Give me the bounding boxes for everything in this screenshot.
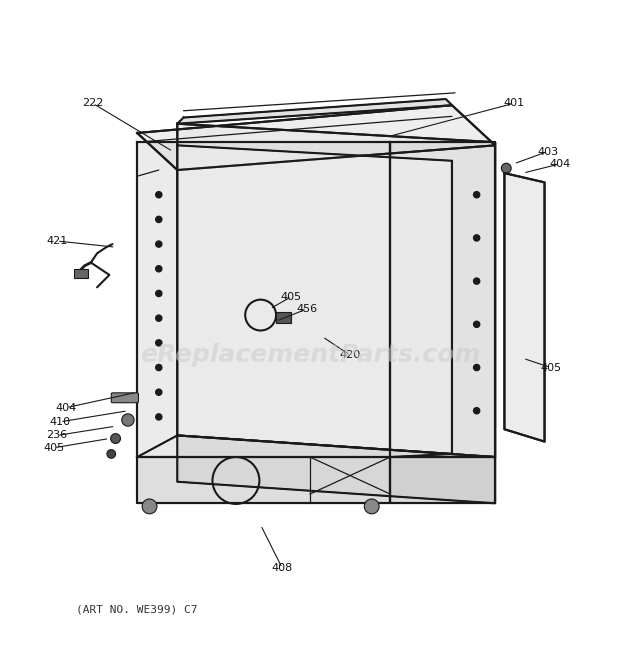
Circle shape xyxy=(122,414,134,426)
Circle shape xyxy=(156,315,162,321)
Polygon shape xyxy=(137,142,390,457)
Text: 222: 222 xyxy=(82,98,104,108)
Bar xyxy=(276,312,291,323)
Circle shape xyxy=(474,192,480,198)
Circle shape xyxy=(156,340,162,346)
Circle shape xyxy=(156,192,162,198)
Circle shape xyxy=(156,389,162,395)
Text: 404: 404 xyxy=(56,403,77,412)
Polygon shape xyxy=(177,436,495,503)
Circle shape xyxy=(156,414,162,420)
Circle shape xyxy=(156,266,162,272)
Text: 421: 421 xyxy=(46,236,68,246)
Bar xyxy=(74,269,88,278)
Text: 420: 420 xyxy=(340,350,361,360)
Circle shape xyxy=(365,499,379,514)
Circle shape xyxy=(156,364,162,371)
Circle shape xyxy=(142,499,157,514)
Circle shape xyxy=(107,449,115,458)
Circle shape xyxy=(502,163,512,173)
Polygon shape xyxy=(177,145,452,454)
Circle shape xyxy=(474,278,480,284)
Text: 405: 405 xyxy=(43,443,64,453)
Text: 456: 456 xyxy=(296,304,317,314)
Text: 405: 405 xyxy=(540,362,561,373)
Polygon shape xyxy=(505,173,544,442)
Circle shape xyxy=(474,364,480,371)
Text: 405: 405 xyxy=(281,292,302,301)
Text: 404: 404 xyxy=(549,159,570,169)
Circle shape xyxy=(156,216,162,223)
Text: 408: 408 xyxy=(272,563,293,573)
Text: 410: 410 xyxy=(50,417,71,427)
Circle shape xyxy=(156,290,162,297)
Polygon shape xyxy=(390,142,495,457)
Circle shape xyxy=(156,241,162,247)
Text: 403: 403 xyxy=(537,147,558,157)
Text: eReplacementParts.com: eReplacementParts.com xyxy=(140,343,480,368)
Circle shape xyxy=(474,235,480,241)
Polygon shape xyxy=(137,105,495,170)
Circle shape xyxy=(474,408,480,414)
Text: 236: 236 xyxy=(46,430,68,440)
Circle shape xyxy=(474,321,480,327)
Circle shape xyxy=(110,434,120,444)
Polygon shape xyxy=(390,457,495,503)
Polygon shape xyxy=(137,436,452,457)
Polygon shape xyxy=(137,457,390,503)
FancyBboxPatch shape xyxy=(111,393,138,403)
Polygon shape xyxy=(177,124,495,457)
Text: 401: 401 xyxy=(503,98,525,108)
Polygon shape xyxy=(177,99,452,124)
Text: (ART NO. WE399) C7: (ART NO. WE399) C7 xyxy=(76,604,198,615)
